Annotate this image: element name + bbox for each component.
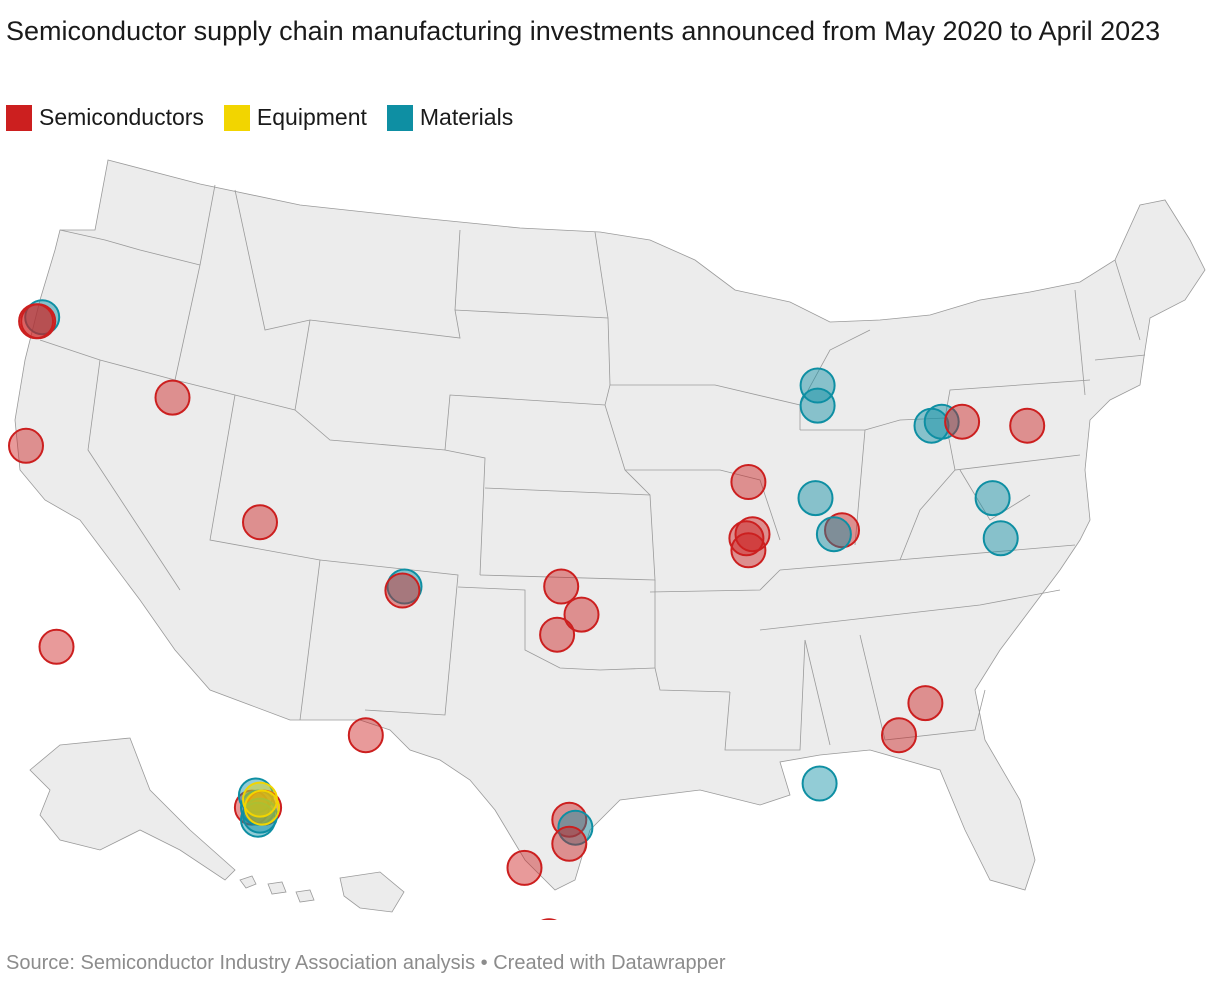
alaska-shape	[29, 737, 236, 881]
point-semiconductors-42[interactable]	[881, 717, 917, 754]
point-semiconductors-27[interactable]	[728, 520, 765, 557]
point-semiconductors-20[interactable]	[539, 616, 576, 653]
legend-label-equipment: Equipment	[256, 104, 367, 130]
legend-item-semiconductors: Semiconductors	[6, 104, 204, 131]
point-semiconductors-29[interactable]	[730, 532, 767, 569]
legend-label-materials: Materials	[419, 104, 514, 130]
contiguous-us-shape	[14, 159, 1206, 891]
point-semiconductors-9[interactable]	[347, 717, 384, 754]
chart-title: Semiconductor supply chain manufacturing…	[6, 16, 1161, 46]
point-semiconductors-25[interactable]	[532, 918, 566, 920]
legend-item-materials: Materials	[386, 104, 514, 131]
point-semiconductors-26[interactable]	[730, 464, 767, 500]
point-semiconductors-23[interactable]	[551, 825, 588, 862]
point-semiconductors-5[interactable]	[38, 628, 75, 665]
point-semiconductors-38[interactable]	[1009, 407, 1046, 444]
point-semiconductors-18[interactable]	[543, 568, 580, 605]
point-materials-34[interactable]	[815, 516, 852, 553]
legend-swatch-materials	[386, 104, 413, 131]
legend: Semiconductors Equipment Materials	[6, 104, 513, 131]
point-semiconductors-19[interactable]	[563, 596, 600, 633]
state-borders	[39, 184, 1146, 751]
point-materials-32[interactable]	[797, 480, 834, 517]
legend-item-equipment: Equipment	[223, 104, 367, 131]
point-semiconductors-3[interactable]	[8, 427, 44, 464]
point-materials-39[interactable]	[974, 480, 1011, 517]
legend-swatch-equipment	[223, 104, 250, 131]
point-equipment-17[interactable]	[244, 789, 280, 826]
legend-swatch-semiconductors	[6, 104, 32, 131]
point-semiconductors-41[interactable]	[907, 685, 944, 722]
source-note: Source: Semiconductor Industry Associati…	[6, 952, 726, 974]
point-materials-31[interactable]	[799, 387, 836, 424]
point-semiconductors-2[interactable]	[18, 303, 55, 340]
us-map	[8, 159, 1206, 920]
point-materials-40[interactable]	[982, 520, 1019, 557]
point-materials-30[interactable]	[799, 367, 836, 404]
point-materials-43[interactable]	[801, 765, 838, 802]
hawaii-shape	[239, 871, 405, 913]
point-semiconductors-24[interactable]	[506, 849, 543, 886]
investment-points	[8, 299, 1046, 920]
point-semiconductors-8[interactable]	[384, 572, 421, 609]
point-semiconductors-6[interactable]	[242, 504, 278, 541]
point-semiconductors-37[interactable]	[944, 403, 981, 440]
point-semiconductors-4[interactable]	[154, 379, 191, 416]
point-materials-36[interactable]	[923, 403, 960, 440]
legend-label-semiconductors: Semiconductors	[39, 104, 204, 130]
